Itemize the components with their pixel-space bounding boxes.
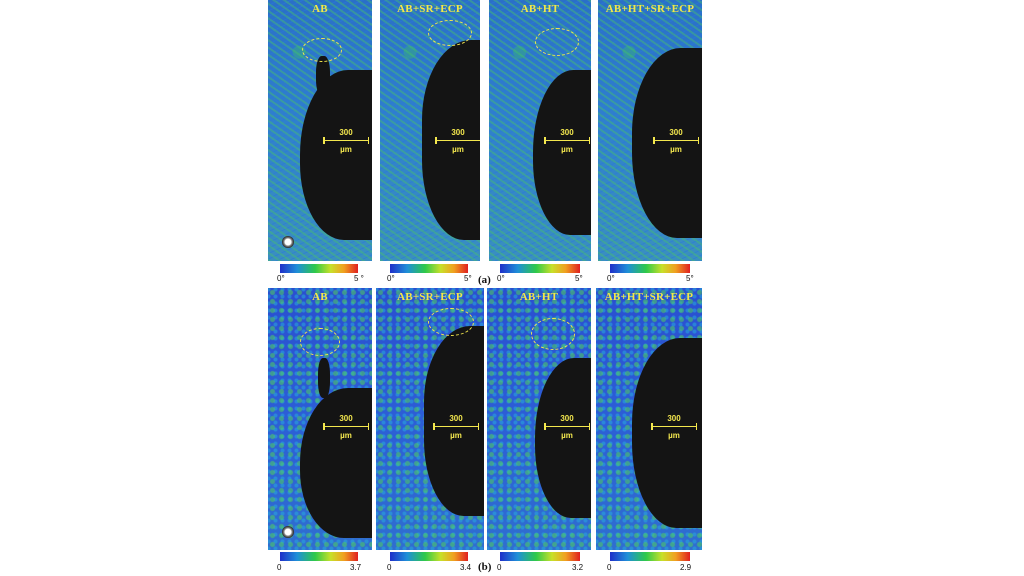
panel-title: AB+HT [519,291,559,303]
scale-bar: 300 µm [323,414,369,440]
void-region [300,388,372,538]
colorbar-max-label: 3.7 [350,563,362,572]
colorbar [500,264,580,273]
panel-title: AB+HT+SR+ECP [604,291,694,303]
panel-a3-map: AB+HT 300 µm [489,0,591,261]
colorbar-max-label: 5° [575,274,583,283]
colorbar-min-label: 0° [607,274,615,283]
panel-title: AB+HT+SR+ECP [605,3,695,15]
panel-a2-map: AB+SR+ECP 300 µm [380,0,480,261]
region-highlight-ellipse [531,318,575,350]
colorbar [500,552,580,561]
colorbar-max-label: 5° [686,274,694,283]
scale-bar: 300 µm [435,128,480,154]
void-neck [318,358,330,398]
scale-bar: 300 µm [323,128,369,154]
colorbar-max-label: 5 ° [354,274,364,283]
colorbar-max-label: 5° [464,274,472,283]
void-region [535,358,591,518]
panel-b3-map: AB+HT 300 µm [487,288,591,550]
colorbar-min-label: 0 [607,563,612,572]
colorbar-min-label: 0° [277,274,285,283]
colorbar-max-label: 2.9 [680,563,692,572]
region-highlight-ellipse [428,20,472,46]
figure-label-b: (b) [478,561,492,573]
panel-title: AB [312,291,328,303]
void-region [424,326,484,516]
panel-title: AB+SR+ECP [397,291,463,303]
region-highlight-ellipse [535,28,579,56]
colorbar-min-label: 0 [497,563,502,572]
colorbar [280,264,358,273]
panel-title: AB+HT [520,3,560,15]
colorbar [280,552,358,561]
figure-label-a: (a) [478,274,491,286]
colorbar-max-label: 3.2 [572,563,584,572]
colorbar [610,264,690,273]
void-region [300,70,372,240]
region-highlight-ellipse [300,328,340,356]
colorbar-min-label: 0 [387,563,392,572]
scale-bar: 300 µm [433,414,479,440]
panel-title: AB [312,3,328,15]
panel-b2-map: AB+SR+ECP 300 µm [376,288,484,550]
scale-bar: 300 µm [544,128,590,154]
panel-a4-map: AB+HT+SR+ECP 300 µm [598,0,702,261]
void-region [632,48,702,238]
panel-title: AB+SR+ECP [397,3,463,15]
panel-b1-map: AB 300 µm [268,288,372,550]
panel-a1-map: AB 300 µm [268,0,372,261]
colorbar-max-label: 3.4 [460,563,472,572]
colorbar-min-label: 0° [387,274,395,283]
colorbar [390,552,468,561]
scale-bar: 300 µm [651,414,697,440]
surface-particle [282,526,294,538]
void-region [632,338,702,528]
void-region [533,70,591,235]
panel-b4-map: AB+HT+SR+ECP 300 µm [596,288,702,550]
scale-bar: 300 µm [653,128,699,154]
colorbar-min-label: 0° [497,274,505,283]
region-highlight-ellipse [302,38,342,62]
colorbar [610,552,690,561]
surface-particle [282,236,294,248]
colorbar [390,264,468,273]
region-highlight-ellipse [428,308,474,336]
colorbar-min-label: 0 [277,563,282,572]
scale-bar: 300 µm [544,414,590,440]
void-neck [316,56,330,96]
